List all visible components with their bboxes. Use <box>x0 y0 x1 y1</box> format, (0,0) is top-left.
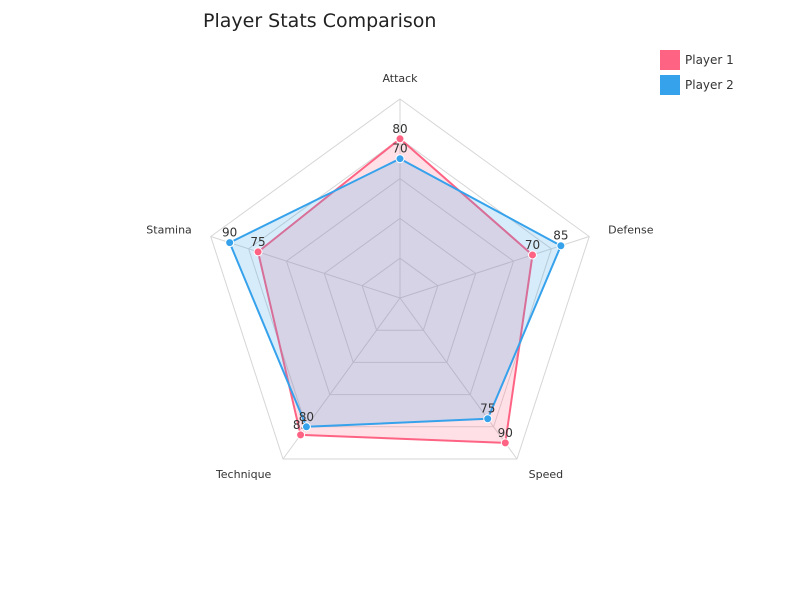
legend-item-player-1[interactable]: Player 1 <box>660 50 734 70</box>
data-point-player-1-technique <box>296 430 306 440</box>
legend-label-player-1: Player 1 <box>685 53 734 67</box>
data-label-player-2-technique: 80 <box>299 410 314 424</box>
legend-swatch-player-2 <box>660 75 680 95</box>
data-point-player-2-defense <box>556 241 566 251</box>
legend-swatch-player-1 <box>660 50 680 70</box>
legend: Player 1 Player 2 <box>660 50 734 100</box>
axis-spoke-speed <box>399 297 518 460</box>
data-point-player-2-attack <box>395 154 405 164</box>
data-label-player-1-speed: 90 <box>498 426 513 440</box>
legend-item-player-2[interactable]: Player 2 <box>660 75 734 95</box>
data-label-player-2-speed: 75 <box>480 402 495 416</box>
legend-label-player-2: Player 2 <box>685 78 734 92</box>
grid-ring-1 <box>361 257 439 331</box>
grid-ring-3 <box>285 177 515 396</box>
data-label-player-2-stamina: 90 <box>222 226 237 240</box>
data-point-player-1-stamina <box>253 247 263 257</box>
data-point-player-1-defense <box>527 250 537 260</box>
data-point-player-1-attack <box>395 134 405 144</box>
series-area-player-1 <box>257 137 534 444</box>
axis-label-attack: Attack <box>382 72 418 85</box>
axis-label-speed: Speed <box>529 468 563 481</box>
data-label-player-2-defense: 85 <box>553 229 568 243</box>
grid-ring-5 <box>210 98 590 460</box>
chart-title: Player Stats Comparison <box>203 10 437 32</box>
series-area-player-2 <box>228 157 562 428</box>
data-label-player-2-attack: 70 <box>392 142 407 156</box>
data-point-player-1-speed <box>500 438 510 448</box>
axis-spoke-stamina <box>210 236 401 299</box>
data-label-player-1-attack: 80 <box>392 122 407 136</box>
grid-ring-2 <box>323 217 477 363</box>
axis-label-technique: Technique <box>215 468 272 481</box>
grid-ring-4 <box>248 138 552 428</box>
data-point-player-2-speed <box>483 414 493 424</box>
axis-label-stamina: Stamina <box>146 223 192 236</box>
data-point-player-2-technique <box>301 422 311 432</box>
data-label-player-1-defense: 70 <box>525 238 540 252</box>
axis-label-defense: Defense <box>608 223 654 236</box>
data-label-player-1-stamina: 75 <box>250 235 265 249</box>
data-point-player-2-stamina <box>225 238 235 248</box>
